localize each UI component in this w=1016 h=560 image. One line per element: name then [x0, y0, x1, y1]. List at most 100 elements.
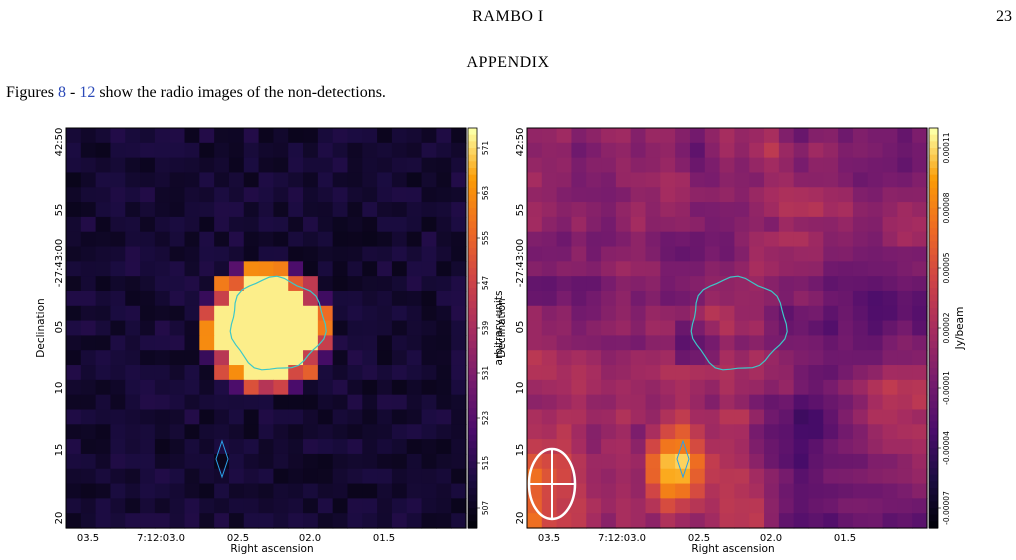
image-pixel [675, 187, 691, 203]
image-pixel [110, 498, 126, 514]
image-pixel [243, 350, 260, 366]
image-pixel [451, 453, 467, 470]
image-pixel [243, 409, 260, 425]
image-pixel [586, 276, 602, 292]
image-pixel [332, 246, 349, 262]
image-pixel [317, 468, 334, 485]
image-pixel [778, 350, 795, 366]
image-pixel [719, 305, 735, 322]
image-pixel [823, 261, 839, 277]
image-pixel [838, 202, 854, 218]
image-pixel [852, 424, 869, 440]
image-pixel [615, 335, 632, 351]
image-pixel [897, 424, 913, 440]
image-pixel [258, 142, 274, 159]
image-pixel [615, 498, 632, 514]
image-pixel [228, 128, 245, 144]
image-pixel [199, 276, 215, 292]
colorbar-segment [468, 268, 477, 276]
image-pixel [541, 320, 558, 336]
image-pixel [391, 231, 408, 248]
image-pixel [897, 172, 913, 188]
colorbar-segment [929, 388, 938, 396]
image-pixel [317, 424, 334, 440]
colorbar-segment [468, 141, 477, 149]
image-pixel [601, 394, 617, 411]
image-pixel [601, 261, 617, 277]
image-pixel [527, 409, 543, 425]
image-pixel [362, 379, 378, 396]
image-pixel [630, 483, 647, 499]
image-pixel [214, 379, 230, 396]
image-pixel [332, 187, 349, 203]
image-pixel [391, 142, 408, 159]
image-pixel [80, 365, 97, 381]
image-pixel [675, 424, 691, 440]
image-pixel [778, 157, 795, 174]
image-pixel [912, 453, 928, 470]
image-pixel [377, 187, 393, 203]
image-pixel [258, 187, 274, 203]
image-pixel [169, 172, 186, 188]
image-pixel [556, 513, 573, 529]
image-pixel [823, 365, 839, 381]
image-pixel [912, 246, 928, 262]
image-pixel [110, 216, 126, 233]
image-pixel [199, 483, 215, 499]
image-pixel [867, 216, 884, 233]
image-pixel [764, 305, 780, 322]
image-pixel [451, 187, 467, 203]
image-pixel [556, 261, 573, 277]
image-pixel [332, 513, 349, 529]
image-pixel [897, 187, 913, 203]
image-pixel [66, 128, 82, 144]
image-pixel [586, 394, 602, 411]
image-pixel [184, 261, 200, 277]
figure-ref-link-end[interactable]: 12 [79, 84, 96, 101]
colorbar-segment [468, 128, 477, 136]
image-pixel [288, 142, 304, 159]
image-pixel [823, 157, 839, 174]
image-pixel [95, 157, 112, 174]
image-pixel [897, 157, 913, 174]
image-pixel [793, 320, 810, 336]
colorbar-segment [929, 368, 938, 376]
image-pixel [273, 335, 289, 351]
image-pixel [228, 276, 245, 292]
image-pixel [645, 498, 661, 514]
image-pixel [912, 468, 928, 485]
image-pixel [527, 424, 543, 440]
image-pixel [214, 172, 230, 188]
image-pixel [660, 483, 676, 499]
image-pixel [154, 172, 171, 188]
paragraph-suffix: show the radio images of the non-detecti… [95, 84, 386, 101]
image-pixel [391, 394, 408, 411]
image-pixel [689, 246, 706, 262]
image-pixel [436, 498, 452, 514]
image-pixel [823, 142, 839, 159]
image-pixel [80, 394, 97, 411]
colorbar-segment [929, 294, 938, 302]
image-pixel [377, 365, 393, 381]
image-pixel [793, 216, 810, 233]
image-pixel [527, 128, 543, 144]
image-pixel [601, 142, 617, 159]
source-marker [215, 439, 229, 479]
image-pixel [764, 142, 780, 159]
image-pixel [228, 379, 245, 396]
image-pixel [362, 320, 378, 336]
image-pixel [867, 365, 884, 381]
image-pixel [571, 409, 587, 425]
colorbar-segment [468, 294, 477, 302]
image-pixel [527, 216, 543, 233]
image-pixel [571, 498, 587, 514]
figure-ref-link-start[interactable]: 8 [58, 84, 66, 101]
image-pixel [734, 142, 750, 159]
image-pixel [527, 246, 543, 262]
image-pixel [645, 305, 661, 322]
image-pixel [630, 394, 647, 411]
image-pixel [154, 439, 171, 455]
image-pixel [258, 424, 274, 440]
image-pixel [764, 483, 780, 499]
image-pixel [377, 128, 393, 144]
